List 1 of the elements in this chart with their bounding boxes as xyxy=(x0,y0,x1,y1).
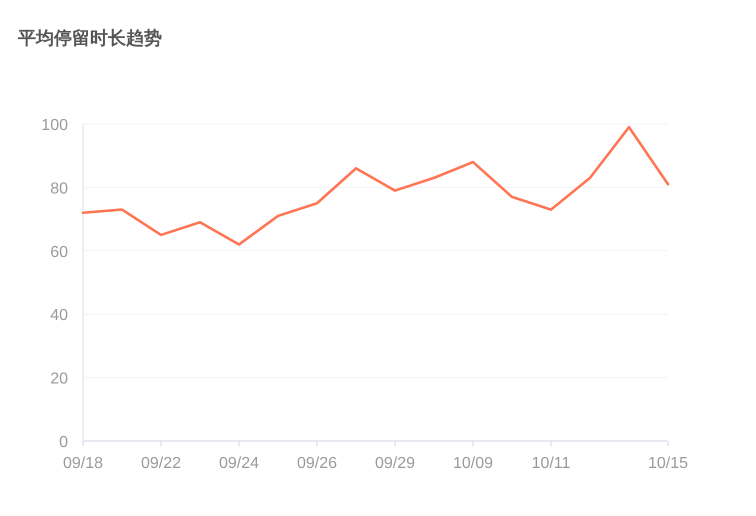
title: 平均停留时长趋势 xyxy=(18,28,162,48)
